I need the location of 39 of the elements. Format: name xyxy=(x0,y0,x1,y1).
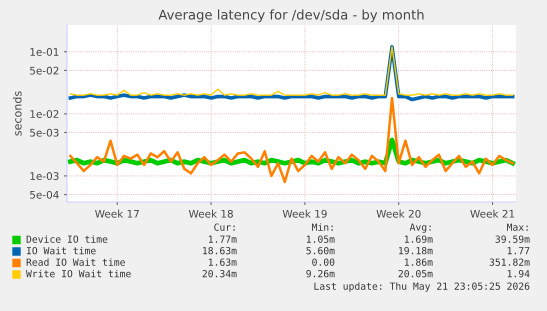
text: 18.63m xyxy=(203,246,237,254)
y-tick-label: 1e-01 xyxy=(30,48,58,56)
legend-label: Write IO Wait time xyxy=(26,270,131,278)
legend-label: Device IO time xyxy=(26,235,108,243)
text: 5.60m xyxy=(306,246,335,254)
legend-label: Read IO Wait time xyxy=(26,258,125,266)
y-tick-label: 1e-02 xyxy=(30,110,58,118)
chart-title: Average latency for /dev/sda - by month xyxy=(158,9,424,22)
legend-label: IO Wait time xyxy=(26,246,96,254)
text: Avg: xyxy=(410,224,431,233)
y-tick-label: 5e-04 xyxy=(30,190,59,199)
text: 351.82m xyxy=(490,258,530,266)
text: 1.63m xyxy=(208,258,237,266)
y-axis-title: seconds xyxy=(13,91,22,136)
x-tick-label: Week 20 xyxy=(376,210,421,218)
x-tick-label: Week 18 xyxy=(188,210,233,218)
text: 20.05m xyxy=(398,270,433,278)
text: Max: xyxy=(506,224,528,231)
text: 1.77m xyxy=(208,236,237,243)
x-tick-label: Week 19 xyxy=(282,210,327,218)
text: 1.86m xyxy=(404,258,433,266)
text: 19.18m xyxy=(399,246,433,254)
y-tick-label: 1e-03 xyxy=(30,172,59,180)
line-series xyxy=(69,96,514,184)
text: 0.00 xyxy=(312,258,334,266)
text: Min: xyxy=(312,223,333,231)
x-tick-label: Week 17 xyxy=(95,210,139,218)
text: 1.69m xyxy=(404,235,433,243)
text: Last update: Thu May 21 23:05:25 2026 xyxy=(314,282,530,292)
text: 1.94 xyxy=(508,270,530,278)
y-tick-label: 5e-03 xyxy=(30,128,59,137)
text: 20.34m xyxy=(202,270,237,278)
text: 1.77 xyxy=(508,247,530,254)
text: 9.26m xyxy=(306,270,335,278)
y-tick-label: 5e-02 xyxy=(30,66,58,75)
x-tick-label: Week 21 xyxy=(470,210,514,218)
text: 1.05m xyxy=(306,235,335,243)
text: 39.59m xyxy=(496,235,530,243)
text: Cur: xyxy=(214,223,235,231)
